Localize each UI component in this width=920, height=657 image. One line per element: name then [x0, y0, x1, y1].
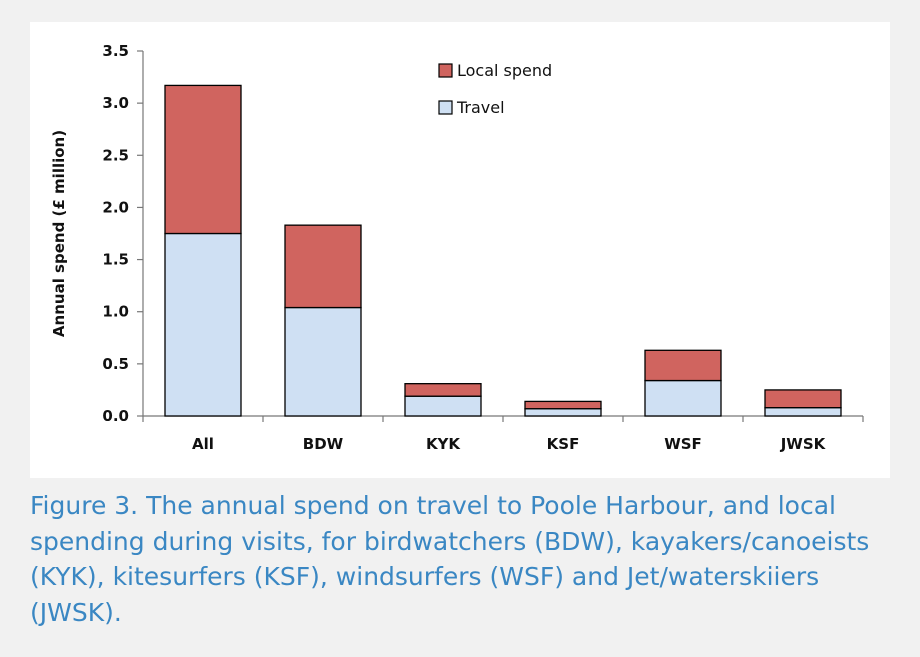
- y-tick-label: 0.5: [102, 355, 129, 373]
- x-category-label: KSF: [547, 435, 580, 453]
- y-tick-label: 2.0: [102, 198, 129, 216]
- bar-local-spend-all: [164, 84, 242, 235]
- figure-caption: Figure 3. The annual spend on travel to …: [30, 491, 870, 627]
- y-tick-label: 3.0: [102, 94, 129, 112]
- bar-travel-all: [164, 232, 242, 417]
- x-category-label: All: [192, 435, 214, 453]
- bar-travel-bdw: [284, 306, 362, 417]
- y-tick-label: 0.0: [102, 407, 129, 425]
- x-category-label: JWSK: [780, 435, 827, 453]
- legend-label-travel: Travel: [456, 98, 505, 117]
- bar-travel-ksf: [524, 408, 602, 417]
- y-tick-label: 2.5: [102, 146, 129, 164]
- x-category-label: KYK: [426, 435, 461, 453]
- x-category-label: WSF: [664, 435, 702, 453]
- y-tick-label: 3.5: [102, 42, 129, 60]
- stacked-bar-chart: 0.0 0.5 1.0 1.5 2.0 2.5 3.0 3.5 All BDW KYK KSF WSF J…: [50, 42, 864, 453]
- bar-local-spend-ksf: [524, 400, 602, 410]
- bar-local-spend-wsf: [644, 349, 722, 382]
- y-tick-label: 1.5: [102, 251, 129, 269]
- legend-swatch-local-spend: [438, 63, 453, 78]
- bar-local-spend-bdw: [284, 224, 362, 309]
- legend-swatch-travel: [438, 100, 453, 115]
- bar-travel-kyk: [404, 395, 482, 417]
- bar-local-spend-jwsk: [764, 389, 842, 409]
- x-category-label: BDW: [303, 435, 344, 453]
- bar-local-spend-kyk: [404, 383, 482, 397]
- bar-travel-wsf: [644, 379, 722, 417]
- legend-label-local-spend: Local spend: [457, 61, 552, 80]
- y-axis-title: Annual spend (£ million): [50, 130, 68, 337]
- y-tick-label: 1.0: [102, 303, 129, 321]
- chart-panel: 0.0 0.5 1.0 1.5 2.0 2.5 3.0 3.5 All BDW KYK KSF WSF J…: [30, 22, 890, 478]
- bar-travel-jwsk: [764, 407, 842, 417]
